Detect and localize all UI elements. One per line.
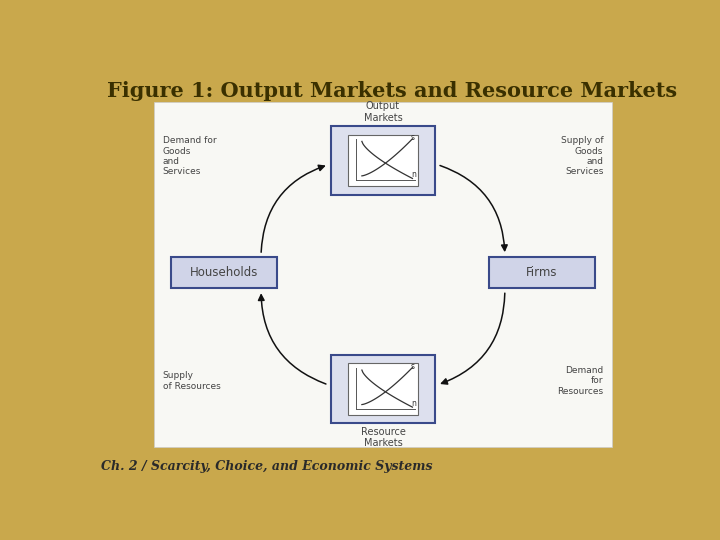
Text: Demand for
Goods
and
Services: Demand for Goods and Services (163, 136, 216, 177)
Text: n: n (411, 171, 416, 179)
FancyBboxPatch shape (154, 102, 612, 447)
FancyBboxPatch shape (331, 126, 435, 195)
Text: Figure 1: Output Markets and Resource Markets: Figure 1: Output Markets and Resource Ma… (107, 82, 677, 102)
Text: Supply
of Resources: Supply of Resources (163, 371, 220, 390)
Text: Supply of
Goods
and
Services: Supply of Goods and Services (561, 136, 603, 177)
FancyBboxPatch shape (348, 134, 418, 186)
Text: Firms: Firms (526, 266, 558, 279)
FancyBboxPatch shape (171, 257, 277, 288)
Text: Households: Households (190, 266, 258, 279)
FancyArrowPatch shape (440, 165, 507, 251)
Text: n: n (411, 399, 416, 408)
FancyArrowPatch shape (261, 165, 324, 252)
FancyArrowPatch shape (441, 293, 505, 384)
FancyArrowPatch shape (258, 295, 326, 384)
Text: Output
Markets: Output Markets (364, 101, 402, 123)
FancyBboxPatch shape (489, 257, 595, 288)
Text: s: s (411, 362, 415, 370)
FancyBboxPatch shape (348, 363, 418, 415)
Text: s: s (411, 133, 415, 142)
FancyBboxPatch shape (331, 355, 435, 423)
Text: Resource
Markets: Resource Markets (361, 427, 405, 448)
Text: Ch. 2 / Scarcity, Choice, and Economic Systems: Ch. 2 / Scarcity, Choice, and Economic S… (101, 460, 433, 472)
Text: Demand
for
Resources: Demand for Resources (557, 366, 603, 396)
